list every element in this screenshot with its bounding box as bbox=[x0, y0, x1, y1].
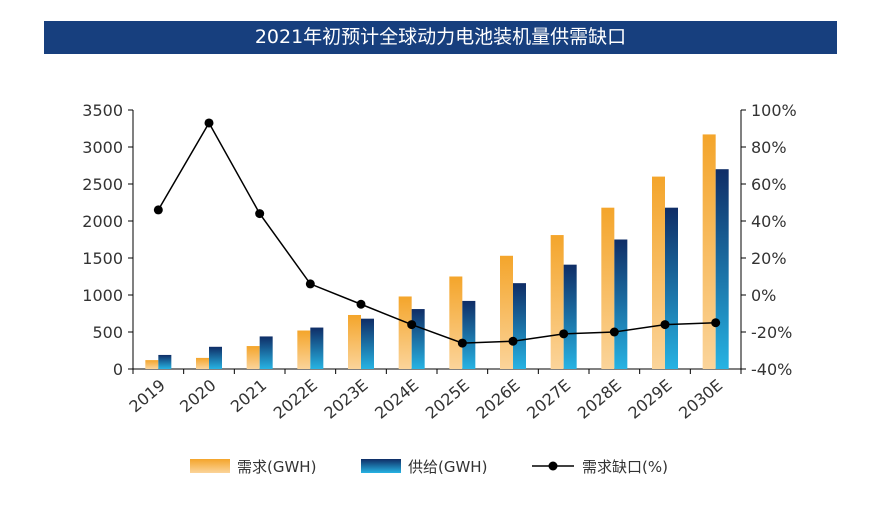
demand-bar bbox=[398, 296, 412, 369]
x-tick-label: 2022E bbox=[270, 376, 321, 423]
bars bbox=[145, 134, 729, 369]
gap-point bbox=[660, 320, 670, 330]
legend-gap-label: 需求缺口(%) bbox=[582, 458, 668, 476]
supply-bar bbox=[614, 239, 628, 369]
tick-labels: 0 500 1000 1500 2000 2500 3000 3500 -40% -20% 0% 20… bbox=[82, 101, 796, 423]
gap-point bbox=[204, 118, 214, 128]
y-right-tick-label: 20% bbox=[751, 249, 787, 268]
demand-bar bbox=[449, 276, 463, 369]
y-right-tick-label: 80% bbox=[751, 138, 787, 157]
x-tick-label: 2025E bbox=[422, 376, 473, 423]
legend: 需求(GWH) 供给(GWH) 需求缺口(%) bbox=[190, 458, 668, 476]
demand-bar bbox=[702, 134, 716, 369]
x-tick-label: 2026E bbox=[472, 376, 523, 423]
y-left-tick-label: 2000 bbox=[82, 212, 123, 231]
x-tick-label: 2023E bbox=[320, 376, 371, 423]
y-right-tick-label: 0% bbox=[751, 286, 776, 305]
gap-line bbox=[153, 118, 721, 348]
legend-demand-label: 需求(GWH) bbox=[237, 458, 316, 476]
y-right-tick-label: 40% bbox=[751, 212, 787, 231]
chart-title: 2021年初预计全球动力电池装机量供需缺口 bbox=[44, 21, 837, 54]
y-right-tick-label: 100% bbox=[751, 101, 797, 120]
y-right-tick-label: -20% bbox=[751, 323, 792, 342]
demand-bar bbox=[297, 330, 311, 369]
x-tick-label: 2020 bbox=[176, 376, 219, 417]
supply-bar bbox=[462, 300, 476, 369]
gap-point bbox=[457, 338, 467, 348]
y-left-tick-label: 0 bbox=[113, 360, 123, 379]
supply-bar bbox=[411, 309, 425, 369]
legend-supply-swatch bbox=[361, 459, 401, 473]
x-tick-label: 2021 bbox=[227, 376, 270, 417]
x-tick-label: 2027E bbox=[523, 376, 574, 423]
gap-point bbox=[711, 318, 721, 328]
demand-bar bbox=[500, 255, 513, 369]
supply-bar bbox=[563, 264, 577, 369]
supply-bar bbox=[209, 346, 222, 369]
supply-bar bbox=[665, 207, 678, 369]
demand-bar bbox=[196, 357, 209, 369]
gap-point bbox=[407, 320, 417, 330]
gap-point bbox=[559, 329, 569, 339]
gap-line-path bbox=[157, 121, 716, 344]
gap-point bbox=[255, 209, 265, 219]
gap-point bbox=[508, 336, 518, 346]
axes bbox=[128, 109, 746, 374]
supply-bar bbox=[310, 327, 324, 369]
y-left-tick-label: 500 bbox=[92, 323, 123, 342]
x-tick-label: 2024E bbox=[371, 376, 422, 423]
y-right-tick-label: -40% bbox=[751, 360, 792, 379]
demand-bar bbox=[145, 360, 159, 369]
y-left-tick-label: 2500 bbox=[82, 175, 123, 194]
demand-bar bbox=[246, 346, 260, 369]
supply-bar bbox=[715, 169, 729, 369]
y-left-tick-label: 1500 bbox=[82, 249, 123, 268]
legend-supply-label: 供给(GWH) bbox=[408, 458, 487, 476]
y-left-tick-label: 3000 bbox=[82, 138, 123, 157]
y-left-tick-label: 1000 bbox=[82, 286, 123, 305]
y-right-tick-label: 60% bbox=[751, 175, 787, 194]
supply-bar bbox=[259, 336, 273, 369]
demand-bar bbox=[652, 176, 665, 369]
legend-demand-swatch bbox=[190, 459, 230, 473]
gap-point bbox=[305, 279, 315, 289]
gap-point bbox=[609, 327, 619, 337]
legend-gap-marker bbox=[548, 461, 558, 471]
x-tick-label: 2019 bbox=[125, 376, 168, 417]
x-tick-label: 2028E bbox=[574, 376, 625, 423]
demand-bar bbox=[348, 314, 361, 369]
demand-bar bbox=[601, 207, 615, 369]
x-tick-label: 2030E bbox=[675, 376, 726, 423]
supply-bar bbox=[361, 318, 374, 369]
demand-bar bbox=[550, 235, 564, 369]
supply-bar bbox=[513, 283, 526, 369]
gap-point bbox=[356, 299, 366, 309]
gap-point bbox=[153, 205, 163, 215]
x-tick-label: 2029E bbox=[624, 376, 675, 423]
supply-bar bbox=[158, 354, 172, 369]
y-left-tick-label: 3500 bbox=[82, 101, 123, 120]
